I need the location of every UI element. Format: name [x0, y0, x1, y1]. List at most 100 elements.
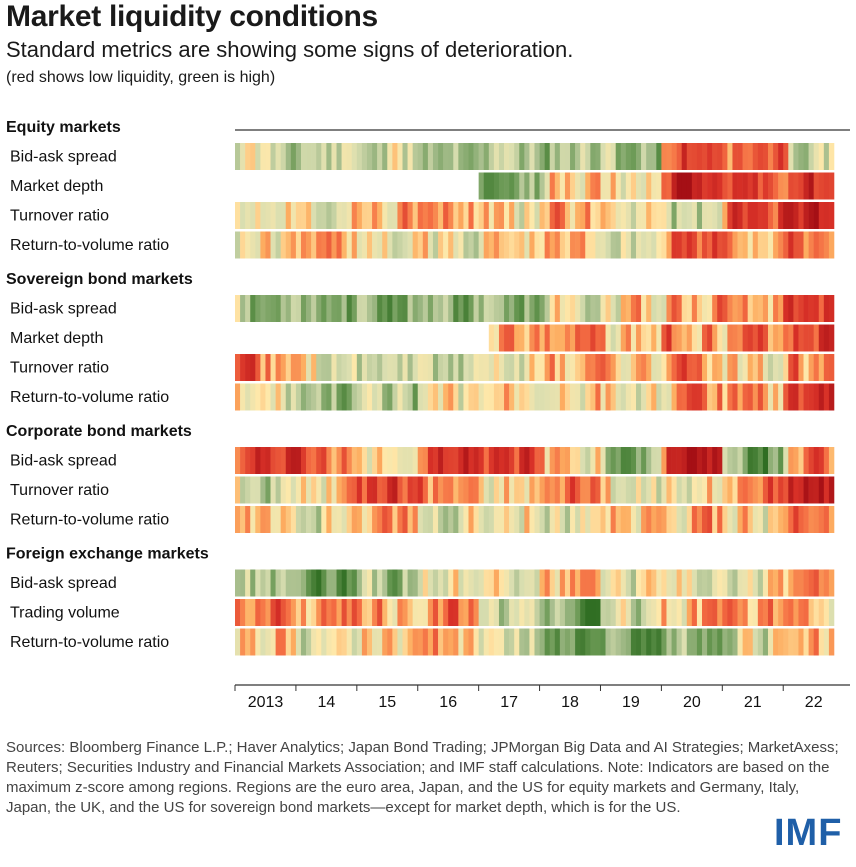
heatmap-cell	[737, 172, 743, 200]
heatmap-cell	[691, 202, 698, 229]
heatmap-cell	[372, 295, 378, 322]
heatmap-cell	[331, 569, 337, 597]
heatmap-cell	[696, 476, 703, 504]
row-label: Return-to-volume ratio	[10, 634, 169, 651]
heatmap-cell	[265, 506, 271, 533]
heatmap-cell	[620, 506, 627, 533]
heatmap-cell	[306, 506, 312, 533]
heatmap-cell	[702, 231, 708, 259]
heatmap-cell	[488, 295, 495, 322]
heatmap-cell	[453, 628, 459, 656]
heatmap-cell	[316, 383, 322, 411]
heatmap-cell	[732, 599, 738, 626]
heatmap-cell	[544, 295, 551, 322]
heatmap-cell	[828, 295, 835, 322]
heatmap-cell	[681, 506, 688, 533]
heatmap-cell	[570, 231, 576, 259]
heatmap-cell	[620, 172, 627, 200]
heatmap-cell	[605, 476, 611, 504]
heatmap-cell	[534, 143, 540, 170]
heatmap-cell	[549, 569, 556, 597]
heatmap-cell	[625, 628, 632, 656]
heatmap-cell	[432, 202, 439, 229]
heatmap-cell	[438, 143, 444, 170]
heatmap-cell	[402, 569, 408, 597]
heatmap-cell	[514, 628, 520, 656]
heatmap-cell	[493, 447, 500, 474]
heatmap-cell	[630, 506, 637, 533]
heatmap-cell	[443, 354, 449, 381]
heatmap-cell	[311, 628, 317, 656]
heatmap-cell	[605, 628, 611, 656]
heatmap-cell	[275, 143, 281, 170]
heatmap-cell	[504, 506, 510, 533]
heatmap-cell	[366, 628, 373, 656]
heatmap-cell	[245, 202, 251, 229]
heatmap-cell	[808, 354, 814, 381]
heatmap-cell	[260, 354, 266, 381]
heatmap-cell	[661, 476, 667, 504]
heatmap-cell	[240, 231, 246, 259]
heatmap-cell	[453, 354, 459, 381]
heatmap-cell	[630, 383, 637, 411]
heatmap-cell	[808, 172, 814, 200]
heatmap-cell	[707, 447, 713, 474]
heatmap-cell	[783, 354, 789, 381]
heatmap-cell	[295, 447, 302, 474]
heatmap-cell	[539, 569, 545, 597]
heatmap-cell	[448, 231, 454, 259]
heatmap-cell	[661, 172, 667, 200]
heatmap-cell	[453, 202, 459, 229]
heatmap-cell	[681, 143, 688, 170]
heatmap-cell	[468, 569, 474, 597]
heatmap-cell	[666, 172, 672, 200]
heatmap-cell	[757, 295, 764, 322]
heatmap-cell	[504, 383, 510, 411]
heatmap-cell	[686, 172, 693, 200]
heatmap-cell	[636, 231, 642, 259]
heatmap-cell	[813, 569, 820, 597]
heatmap-cell	[620, 231, 627, 259]
heatmap-cell	[519, 295, 525, 322]
heatmap-cell	[255, 506, 261, 533]
heatmap-cell	[478, 354, 485, 381]
heatmap-cell	[285, 628, 292, 656]
heatmap-cell	[646, 324, 652, 352]
heatmap-cell	[828, 354, 835, 381]
heatmap-cell	[372, 447, 378, 474]
heatmap-cell	[407, 295, 413, 322]
heatmap-cell	[585, 569, 591, 597]
heatmap-cell	[742, 202, 748, 229]
heatmap-cell	[478, 143, 485, 170]
heatmap-cell	[372, 383, 378, 411]
heatmap-cell	[615, 599, 622, 626]
heatmap-cell	[630, 295, 637, 322]
heatmap-cell	[351, 383, 358, 411]
heatmap-cell	[727, 599, 733, 626]
heatmap-cell	[346, 354, 353, 381]
color-legend-note: (red shows low liquidity, green is high)	[6, 69, 276, 86]
heatmap-cell	[493, 324, 500, 352]
heatmap-cell	[331, 354, 337, 381]
heatmap-cell	[676, 354, 682, 381]
heatmap-cell	[696, 506, 703, 533]
heatmap-cell	[651, 172, 657, 200]
heatmap-cell	[387, 599, 393, 626]
heatmap-cell	[671, 383, 677, 411]
heatmap-cell	[747, 172, 754, 200]
heatmap-cell	[392, 354, 398, 381]
heatmap-cell	[432, 476, 439, 504]
heatmap-cell	[702, 599, 708, 626]
heatmap-cell	[295, 569, 302, 597]
heatmap-cell	[707, 324, 713, 352]
heatmap-cell	[519, 447, 525, 474]
heatmap-cell	[534, 506, 540, 533]
heatmap-cell	[488, 628, 495, 656]
heatmap-cell	[823, 324, 830, 352]
heatmap-cell	[245, 447, 251, 474]
heatmap-cell	[671, 231, 677, 259]
heatmap-cell	[788, 324, 794, 352]
heatmap-cell	[270, 354, 276, 381]
heatmap-cell	[575, 295, 581, 322]
heatmap-cell	[432, 447, 439, 474]
